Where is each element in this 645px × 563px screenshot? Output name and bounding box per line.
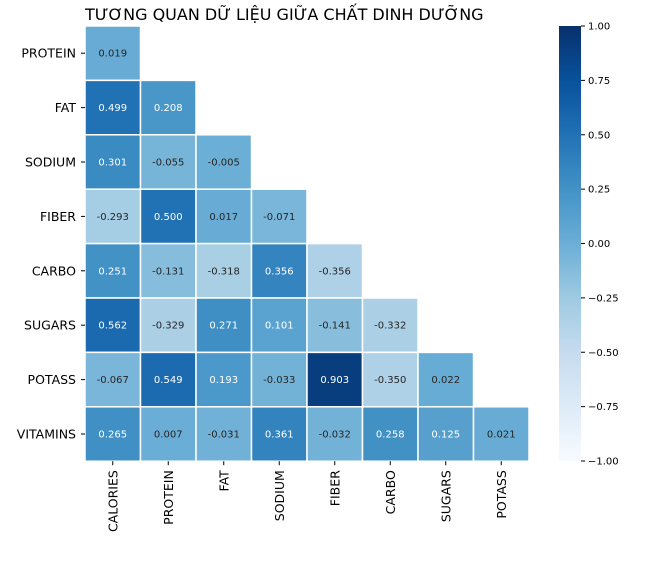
colorbar-tick-label: 0.75	[588, 76, 610, 87]
heatmap-cell	[472, 406, 530, 462]
cell-value-label: -0.055	[152, 158, 184, 169]
colorbar	[559, 26, 581, 461]
y-tick-label: SUGARS	[24, 318, 76, 333]
heatmap-cell	[250, 242, 308, 299]
cell-value-label: 0.271	[209, 321, 238, 332]
cell-value-label: 0.019	[98, 49, 127, 60]
cell-value-label: -0.005	[208, 158, 240, 169]
x-tick-label: CALORIES	[105, 470, 120, 532]
heatmap-cell	[139, 242, 197, 299]
cell-value-label: 0.356	[265, 266, 294, 277]
y-axis-labels: PROTEIN FAT SODIUM FIBER CARBO SUGARS POTASS VI…	[17, 46, 85, 442]
cell-value-label: 0.301	[98, 158, 127, 169]
heatmap-cell	[139, 297, 197, 354]
x-tick-label: POTASS	[494, 470, 509, 519]
colorbar-tick-label: 1.00	[588, 22, 610, 33]
cell-value-label: 0.007	[154, 430, 183, 441]
heatmap-cell	[139, 351, 197, 408]
cell-value-label: 0.903	[320, 375, 349, 386]
x-tick-label: FAT	[216, 470, 231, 492]
y-tick-label: PROTEIN	[21, 46, 76, 61]
colorbar-tick-label: 0.00	[588, 239, 610, 250]
colorbar-tick-label: −0.75	[588, 402, 619, 413]
cell-value-label: 0.125	[431, 430, 460, 441]
cell-value-label: 0.021	[487, 430, 516, 441]
y-tick-label: VITAMINS	[17, 427, 76, 442]
colorbar-tick-label: 0.50	[588, 130, 610, 141]
heatmap-cell	[361, 297, 419, 354]
heatmap-cell	[84, 351, 142, 408]
cell-value-label: 0.265	[98, 430, 127, 441]
cell-value-label: -0.067	[97, 375, 129, 386]
colorbar-tick-label: −0.50	[588, 348, 619, 359]
cell-value-label: -0.329	[152, 321, 184, 332]
heatmap-cell	[306, 297, 364, 354]
cell-value-label: 0.251	[98, 266, 127, 277]
y-tick-label: CARBO	[32, 263, 76, 278]
cell-value-label: -0.033	[263, 375, 295, 386]
y-tick-label: FAT	[55, 100, 77, 115]
cell-value-label: 0.361	[265, 430, 294, 441]
cell-value-label: 0.562	[98, 321, 127, 332]
heatmap-cell	[139, 188, 197, 245]
cell-value-label: 0.258	[376, 430, 405, 441]
cell-value-label: 0.499	[98, 103, 127, 114]
heatmap-cell	[195, 297, 253, 354]
x-tick-label: PROTEIN	[161, 470, 176, 525]
cell-value-label: -0.356	[319, 266, 351, 277]
cell-value-label: 0.022	[431, 375, 460, 386]
heatmap-cell	[361, 406, 419, 462]
cell-value-label: 0.193	[209, 375, 238, 386]
heatmap-cells: 0.019 0.499 0.208 0.301 -0.055 -0.005 -0.293 0.…	[84, 25, 530, 462]
heatmap-cell	[84, 79, 142, 136]
colorbar-ticks: 1.00 0.75 0.50 0.25 0.00 −0.25 −0.50 −0.75 −1.00	[581, 22, 619, 468]
x-axis-labels: CALORIES PROTEIN FAT SODIUM FIBER CARBO SUGARS…	[105, 461, 509, 532]
cell-value-label: -0.071	[263, 212, 295, 223]
y-tick-label: SODIUM	[25, 155, 76, 170]
heatmap-cell	[195, 134, 253, 190]
cell-value-label: -0.141	[319, 321, 351, 332]
cell-value-label: -0.031	[208, 430, 240, 441]
cell-value-label: 0.017	[209, 212, 238, 223]
cell-value-label: -0.318	[208, 266, 240, 277]
heatmap-cell	[361, 351, 419, 408]
cell-value-label: 0.101	[265, 321, 294, 332]
cell-value-label: -0.032	[319, 430, 351, 441]
cell-value-label: 0.208	[154, 103, 183, 114]
heatmap-cell	[84, 406, 142, 462]
cell-value-label: -0.332	[374, 321, 406, 332]
cell-value-label: 0.500	[154, 212, 183, 223]
x-tick-label: SODIUM	[272, 470, 287, 521]
cell-value-label: -0.350	[374, 375, 406, 386]
colorbar-tick-label: 0.25	[588, 185, 610, 196]
y-tick-label: FIBER	[40, 209, 76, 224]
x-tick-label: CARBO	[383, 470, 398, 514]
heatmap-cell	[417, 406, 475, 462]
x-tick-label: SUGARS	[438, 470, 453, 522]
chart-title: TƯƠNG QUAN DỮ LIỆU GIỮA CHẤT DINH DƯỠNG	[84, 3, 484, 24]
heatmap-cell	[250, 188, 308, 245]
cell-value-label: -0.131	[152, 266, 184, 277]
colorbar-tick-label: −0.25	[588, 293, 619, 304]
colorbar-tick-label: −1.00	[588, 457, 619, 468]
x-tick-label: FIBER	[327, 470, 342, 506]
cell-value-label: 0.549	[154, 375, 183, 386]
heatmap-cell	[250, 297, 308, 354]
heatmap-cell	[195, 406, 253, 462]
heatmap-cell	[417, 351, 475, 408]
cell-value-label: -0.293	[97, 212, 129, 223]
y-tick-label: POTASS	[28, 372, 77, 387]
